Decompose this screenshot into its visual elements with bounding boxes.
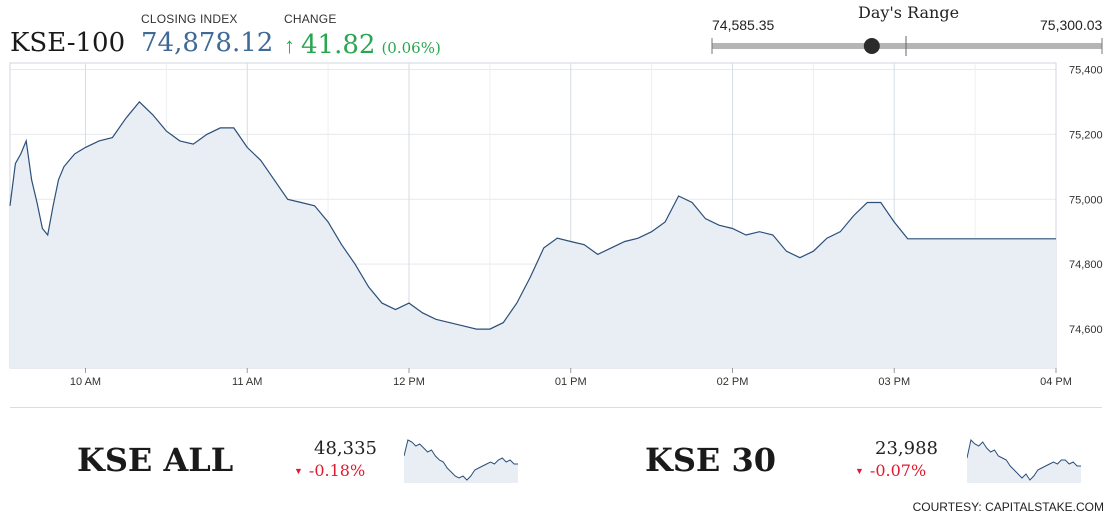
days-range-slider	[711, 36, 1103, 56]
y-tick-label: 75,000	[1069, 194, 1103, 206]
x-tick-label: 04 PM	[1040, 376, 1072, 388]
x-tick-label: 01 PM	[555, 376, 587, 388]
y-axis-ticks: 75,400 75,200 75,000 74,800 74,600	[1069, 64, 1103, 336]
days-range-title: Day's Range	[858, 3, 960, 22]
price-line	[9, 101, 1056, 330]
kse-30-value: 23,988	[875, 438, 938, 459]
y-tick-label: 75,200	[1069, 129, 1103, 141]
change-percent: (0.06%)	[381, 39, 441, 57]
closing-index-value: 74,878.12	[141, 28, 274, 58]
y-tick-label: 75,400	[1069, 64, 1103, 76]
x-tick-label: 11 AM	[232, 376, 262, 388]
kse-all-name: KSE ALL	[77, 441, 234, 479]
change-label: CHANGE	[284, 12, 337, 26]
closing-index-label: CLOSING INDEX	[141, 12, 238, 26]
courtesy-credit: COURTESY: CAPITALSTAKE.COM	[912, 500, 1104, 514]
index-title: KSE-100	[10, 28, 126, 58]
down-caret-icon: ▼	[294, 465, 303, 476]
sparkline-line	[404, 439, 518, 481]
down-caret-icon: ▼	[855, 465, 864, 476]
days-range-high: 75,300.03	[1040, 17, 1103, 33]
section-divider	[10, 407, 1102, 408]
kse-30-sparkline	[967, 438, 1081, 483]
kse100-intraday-chart: 75,400 75,200 75,000 74,800 74,600 10 AM 11 A…	[9, 62, 1103, 388]
price-area	[10, 101, 1056, 369]
x-tick-label: 10 AM	[70, 376, 101, 388]
x-axis-ticks: 10 AM 11 AM 12 PM 01 PM 02 PM 03 PM 04 PM	[70, 368, 1072, 388]
sparkline-area	[967, 440, 1081, 483]
x-tick-label: 02 PM	[717, 376, 749, 388]
y-tick-label: 74,800	[1069, 259, 1103, 271]
x-tick-label: 03 PM	[878, 376, 910, 388]
kse-all-sparkline	[404, 439, 518, 483]
kse-30-name: KSE 30	[645, 441, 776, 479]
days-range-marker	[863, 38, 880, 54]
sparkline-line	[967, 438, 1081, 481]
kse-all-change: -0.18%	[308, 461, 366, 480]
x-tick-label: 12 PM	[393, 376, 425, 388]
kse-30-change: -0.07%	[869, 461, 927, 480]
change-block: ↑ 41.82 (0.06%)	[284, 30, 441, 60]
kse-all-value: 48,335	[314, 438, 377, 459]
y-tick-label: 74,600	[1069, 324, 1103, 336]
change-value: 41.82	[301, 30, 376, 60]
up-arrow-icon: ↑	[284, 33, 295, 58]
sparkline-area	[404, 440, 518, 483]
days-range-low: 74,585.35	[712, 17, 775, 33]
